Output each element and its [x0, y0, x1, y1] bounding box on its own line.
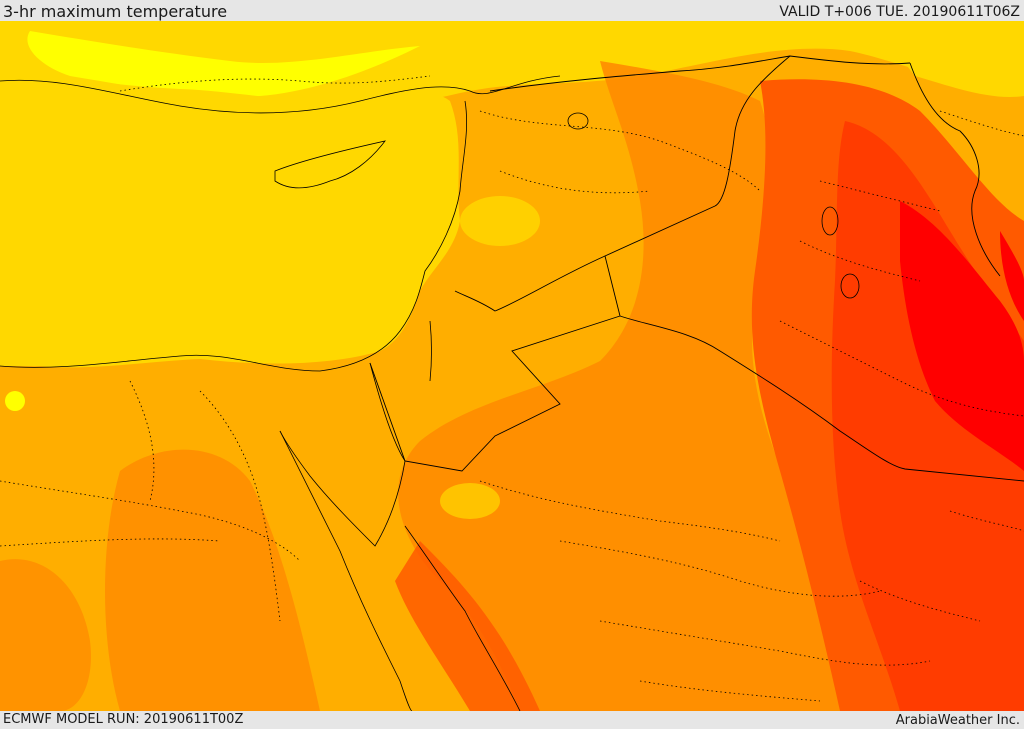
- model-run: ECMWF MODEL RUN: 20190611T00Z: [3, 712, 244, 727]
- lake: [567, 112, 589, 130]
- temperature-zone-gulf: [1000, 231, 1024, 321]
- mediterranean-coastline: [0, 100, 467, 372]
- temperature-pocket: [460, 196, 540, 246]
- valid-time: VALID T+006 TUE. 20190611T06Z: [779, 4, 1020, 20]
- footer-bar: ECMWF MODEL RUN: 20190611T00Z ArabiaWeat…: [0, 711, 1024, 729]
- iraq-iran-border: [909, 62, 1001, 277]
- temperature-pocket: [5, 391, 25, 411]
- temperature-zone-warm: [398, 61, 840, 711]
- temperature-zone-west: [0, 559, 91, 711]
- map-canvas: [0, 21, 1024, 711]
- temperature-zone-very-hot: [831, 121, 1024, 711]
- lake: [821, 206, 839, 236]
- temperature-zone-egypt: [105, 449, 320, 711]
- red-sea-east-coast: [404, 525, 521, 711]
- temperature-pocket: [440, 483, 500, 519]
- temperature-zone-northeast: [880, 31, 1024, 97]
- turkey-syria-border: [489, 55, 911, 92]
- temperature-zone-cool: [27, 31, 420, 97]
- iraq-saudi-border: [619, 315, 1024, 482]
- cyprus-coastline: [274, 140, 386, 189]
- lake: [840, 273, 860, 299]
- region-borders: [0, 75, 1024, 702]
- credit-text: ArabiaWeather Inc.: [895, 713, 1020, 728]
- dead-sea-coastline: [429, 320, 432, 382]
- red-sea-west-coast: [279, 430, 413, 711]
- syria-iraq-jordan-border: [369, 55, 791, 472]
- header-bar: 3-hr maximum temperature VALID T+006 TUE…: [0, 0, 1024, 21]
- temperature-zone-hottest: [900, 201, 1024, 471]
- syria-jordan-border: [454, 255, 606, 312]
- turkey-coastline: [0, 75, 561, 114]
- temperature-zone-red-sea: [395, 541, 540, 711]
- sinai-coastline: [279, 362, 406, 547]
- temperature-map[interactable]: [0, 21, 1024, 711]
- map-title: 3-hr maximum temperature: [3, 2, 228, 21]
- mediterranean-sea: [0, 79, 460, 368]
